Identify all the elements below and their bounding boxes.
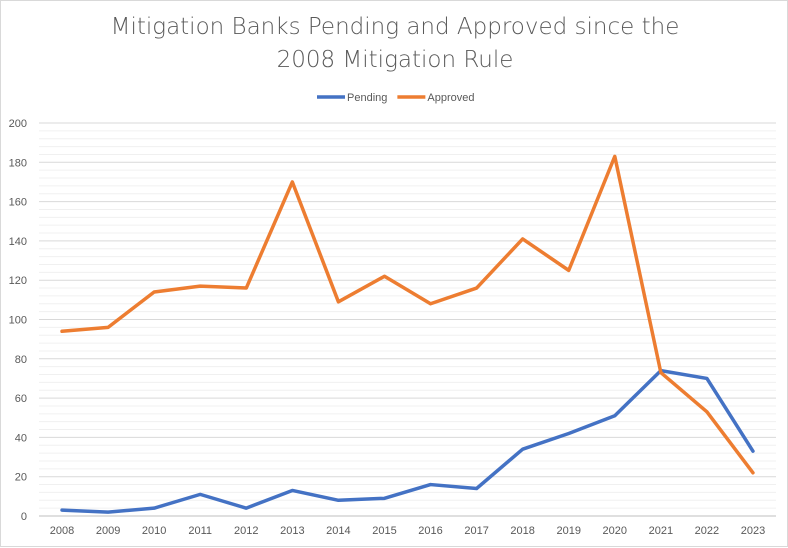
x-tick-label: 2009 (96, 525, 120, 537)
x-tick-label: 2015 (372, 525, 396, 537)
x-tick-label: 2008 (50, 525, 74, 537)
x-tick-label: 2016 (418, 525, 442, 537)
y-tick-label: 80 (15, 354, 27, 366)
y-tick-label: 180 (9, 157, 27, 169)
x-tick-label: 2021 (649, 525, 673, 537)
x-tick-label: 2010 (142, 525, 166, 537)
y-tick-label: 140 (9, 236, 27, 248)
y-tick-label: 200 (9, 118, 27, 130)
y-tick-label: 160 (9, 197, 27, 209)
series-line-pending (62, 371, 753, 512)
y-tick-label: 40 (15, 432, 27, 444)
x-tick-label: 2019 (556, 525, 580, 537)
x-tick-label: 2020 (603, 525, 627, 537)
x-tick-label: 2011 (188, 525, 212, 537)
legend-label-pending: Pending (347, 92, 387, 104)
y-tick-label: 120 (9, 275, 27, 287)
y-tick-label: 100 (9, 315, 27, 327)
x-tick-label: 2018 (510, 525, 534, 537)
x-tick-label: 2014 (326, 525, 350, 537)
x-tick-label: 2023 (741, 525, 765, 537)
x-tick-label: 2022 (695, 525, 719, 537)
x-tick-label: 2013 (280, 525, 304, 537)
series-line-approved (62, 156, 753, 472)
y-tick-label: 20 (15, 472, 27, 484)
legend-label-approved: Approved (427, 92, 474, 104)
y-tick-label: 0 (21, 511, 27, 523)
y-tick-label: 60 (15, 393, 27, 405)
x-tick-label: 2012 (234, 525, 258, 537)
x-tick-label: 2017 (464, 525, 488, 537)
